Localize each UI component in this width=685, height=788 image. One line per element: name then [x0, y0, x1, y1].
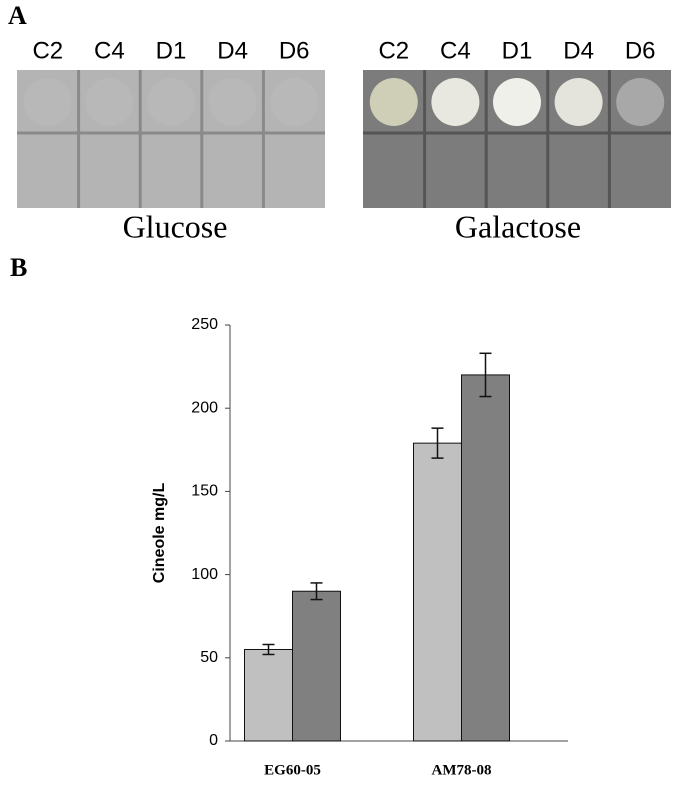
- y-tick-label: 0: [209, 732, 218, 749]
- column-label: D4: [563, 37, 594, 64]
- panel-label: A: [8, 1, 27, 30]
- colony: [369, 78, 418, 126]
- column-label: D1: [502, 37, 533, 64]
- colony: [208, 78, 257, 126]
- column-label: D4: [217, 37, 248, 64]
- column-label: C2: [378, 37, 409, 64]
- colony: [493, 78, 541, 126]
- column-label: C2: [32, 37, 63, 64]
- error-bar: [431, 427, 444, 459]
- column-label: C4: [440, 37, 471, 64]
- caption: Galactose: [455, 208, 581, 244]
- x-tick-label: AM78-08: [432, 762, 492, 778]
- colony: [616, 78, 665, 126]
- colony: [147, 78, 195, 126]
- colony: [23, 78, 72, 126]
- plates: [17, 70, 671, 208]
- y-tick-label: 50: [200, 649, 218, 666]
- error-bar: [310, 582, 323, 601]
- bar: [244, 648, 293, 742]
- y-tick-label: 200: [191, 399, 218, 416]
- panel-label: B: [10, 253, 27, 282]
- y-tick-label: 100: [191, 566, 218, 583]
- caption: Glucose: [123, 208, 228, 244]
- column-label: D6: [279, 37, 310, 64]
- colony: [431, 78, 480, 126]
- bar: [413, 442, 462, 742]
- y-axis-label: Cineole mg/L: [151, 483, 168, 584]
- y-tick-label: 250: [191, 316, 218, 333]
- column-label: C4: [94, 37, 125, 64]
- error-bar: [262, 643, 275, 656]
- colony: [270, 78, 319, 126]
- x-tick-label: EG60-05: [264, 762, 321, 778]
- bar: [461, 374, 510, 742]
- bar: [292, 590, 341, 742]
- colony: [554, 78, 603, 126]
- y-tick-label: 150: [191, 483, 218, 500]
- error-bar: [479, 352, 492, 398]
- colony: [85, 78, 134, 126]
- column-label: D6: [625, 37, 656, 64]
- column-label: D1: [156, 37, 187, 64]
